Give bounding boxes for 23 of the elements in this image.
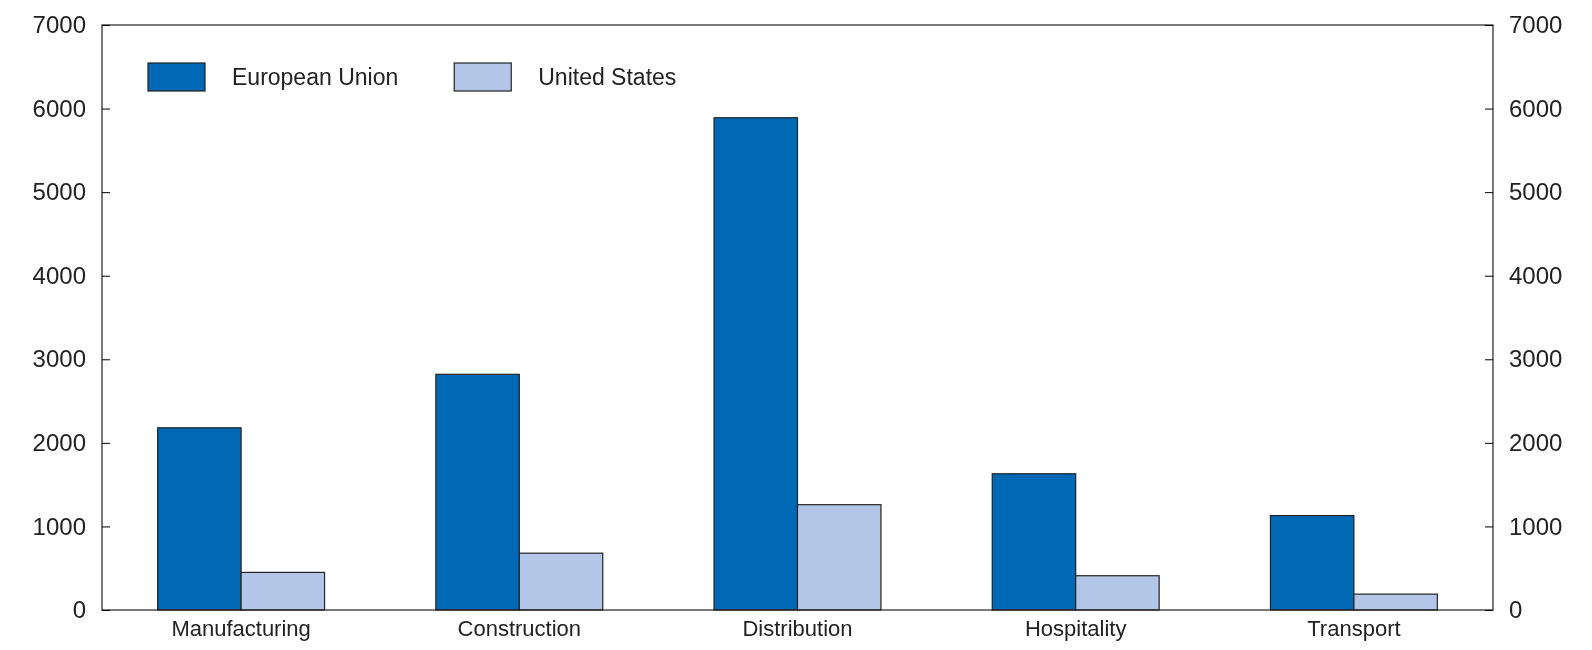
y-tick-label: 2000 xyxy=(32,429,86,457)
y2-tick-label: 3000 xyxy=(1509,345,1563,373)
y2-tick-label: 7000 xyxy=(1509,11,1563,39)
y-tick-label: 4000 xyxy=(32,261,86,289)
y2-tick-label: 6000 xyxy=(1509,94,1563,122)
y-tick-label: 0 xyxy=(72,596,86,624)
y-tick-label: 7000 xyxy=(32,11,86,39)
y2-tick-label: 2000 xyxy=(1509,429,1563,457)
y2-tick-label: 4000 xyxy=(1509,261,1563,289)
legend-label: United States xyxy=(538,64,677,90)
legend-label: European Union xyxy=(232,64,399,90)
y2-tick-label: 5000 xyxy=(1509,178,1563,206)
y2-tick-label: 0 xyxy=(1509,596,1523,624)
y-tick-label: 6000 xyxy=(32,94,86,122)
x-tick-label: Distribution xyxy=(742,615,853,641)
x-tick-label: Hospitality xyxy=(1024,615,1127,641)
x-tick-label: Construction xyxy=(457,615,582,641)
x-tick-label: Manufacturing xyxy=(171,615,311,641)
y-tick-label: 1000 xyxy=(32,512,86,540)
y-tick-label: 3000 xyxy=(32,345,86,373)
y-tick-label: 5000 xyxy=(32,178,86,206)
x-tick-label: Transport xyxy=(1307,615,1401,641)
y2-tick-label: 1000 xyxy=(1509,512,1563,540)
